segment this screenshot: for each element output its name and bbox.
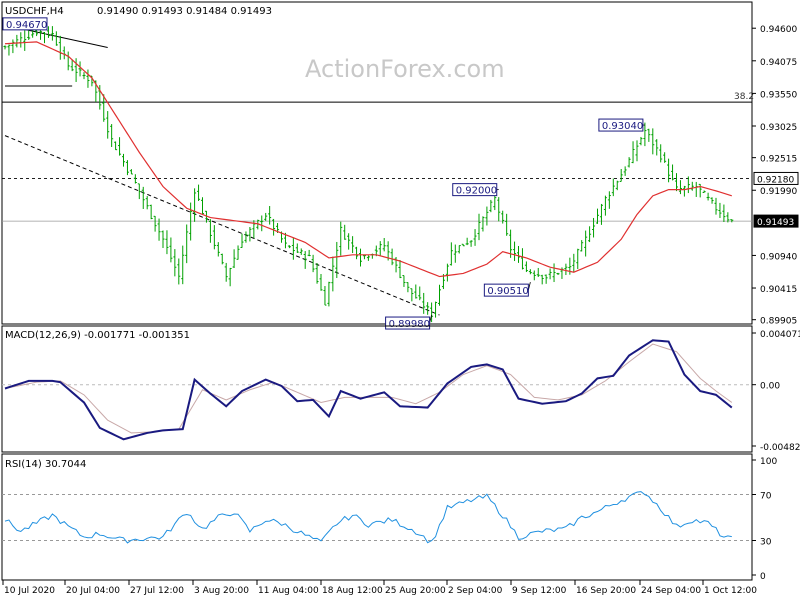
rsi-pane: RSI(14) 30.7044 100 70 30 0 <box>1 453 777 582</box>
price-tick-label: 0.93550 <box>760 90 797 100</box>
price-tick-label: 0.89905 <box>760 317 797 327</box>
price-tick-label: 0.92515 <box>760 155 797 165</box>
annotation-label: 0.94670 <box>6 20 47 31</box>
chart-header-ohlc: 0.91490 0.91493 0.91484 0.91493 <box>97 6 272 17</box>
time-tick-label: 25 Aug 20:00 <box>385 586 446 596</box>
watermark: ActionForex.com <box>305 55 505 83</box>
time-axis: 10 Jul 2020 20 Jul 04:00 27 Jul 12:00 3 Aug… <box>2 580 757 596</box>
macd-pane: MACD(12,26,9) -0.001771 -0.001351 0.0040… <box>1 325 800 453</box>
time-tick-label: 11 Aug 04:00 <box>258 586 319 596</box>
annotation-box <box>452 183 498 197</box>
price-tick-label: 0.94600 <box>760 25 797 35</box>
time-tick-label: 2 Sep 04:00 <box>448 586 503 596</box>
macd-axis: 0.004071 0.00 -0.004829 <box>752 330 800 453</box>
price-tick-label: 0.94075 <box>760 58 797 68</box>
time-tick-label: 20 Jul 04:00 <box>66 586 120 596</box>
price-tick-label: 0.90415 <box>760 285 797 295</box>
macd-tick-label: 0.004071 <box>760 330 800 340</box>
time-tick-label: 16 Sep 20:00 <box>576 586 636 596</box>
annotation-box <box>483 283 529 297</box>
macd-line <box>4 339 733 441</box>
fib-level-label: 38.2 <box>734 92 754 102</box>
price-marker-box <box>753 171 799 185</box>
macd-tick-label: -0.004829 <box>760 443 800 453</box>
trendline-2 <box>4 135 440 316</box>
price-pane: ActionForex.com USDCHF,H4 0.91490 0.9149… <box>1 1 799 330</box>
rsi-tick-label: 30 <box>760 538 772 548</box>
time-tick-label: 24 Sep 04:00 <box>641 586 701 596</box>
horizontal-levels: 38.2 <box>2 92 754 222</box>
macd-title: MACD(12,26,9) -0.001771 -0.001351 <box>5 330 190 341</box>
price-tick-label: 0.93025 <box>760 123 797 133</box>
time-tick-label: 3 Aug 20:00 <box>194 586 249 596</box>
annotation-label: 0.92000 <box>456 186 497 197</box>
ma-line <box>4 41 732 278</box>
price-marker-label: 0.92180 <box>757 175 794 185</box>
annotation-label: 0.89980 <box>389 319 430 330</box>
time-tick-label: 9 Sep 12:00 <box>512 586 567 596</box>
moving-average <box>4 41 732 278</box>
price-tick-label: 0.90940 <box>760 252 797 262</box>
macd-tick-label: 0.00 <box>760 382 780 392</box>
rsi-axis: 100 70 30 0 <box>752 457 777 582</box>
price-tick-label: 0.91990 <box>760 187 797 197</box>
annotation-box <box>598 118 644 132</box>
chart-header-symbol: USDCHF,H4 <box>5 6 64 17</box>
annotation-box <box>2 17 48 31</box>
rsi-tick-label: 100 <box>760 457 777 467</box>
price-marker-label: 0.91493 <box>757 218 794 228</box>
annotation-label: 0.93040 <box>602 121 643 132</box>
time-tick-label: 10 Jul 2020 <box>4 586 55 596</box>
rsi-lines <box>2 491 752 544</box>
time-tick-label: 1 Oct 12:00 <box>704 586 757 596</box>
annotation-label: 0.90510 <box>487 286 528 297</box>
time-tick-label: 18 Aug 12:00 <box>322 586 383 596</box>
rsi-line <box>4 491 732 544</box>
rsi-tick-label: 0 <box>760 572 766 582</box>
candles <box>3 26 734 323</box>
price-axis: 0.94600 0.94075 0.93550 0.93025 0.92515 0.919… <box>752 25 799 327</box>
price-marker-box <box>753 214 799 228</box>
rsi-tick-label: 70 <box>760 492 772 502</box>
rsi-title: RSI(14) 30.7044 <box>5 459 86 470</box>
macd-lines <box>2 339 752 441</box>
time-tick-label: 27 Jul 12:00 <box>130 586 184 596</box>
